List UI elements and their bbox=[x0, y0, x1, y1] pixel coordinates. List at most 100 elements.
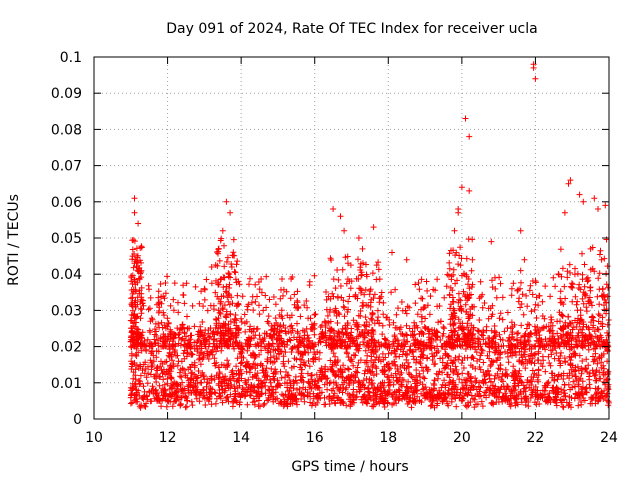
data-point bbox=[424, 343, 431, 350]
data-point bbox=[355, 256, 361, 263]
data-point bbox=[137, 372, 144, 379]
data-point bbox=[305, 349, 312, 356]
data-point bbox=[202, 402, 209, 408]
data-point bbox=[406, 304, 413, 311]
data-point bbox=[511, 377, 517, 384]
data-point bbox=[299, 327, 306, 334]
data-point bbox=[553, 402, 560, 409]
data-point bbox=[427, 388, 434, 395]
data-point bbox=[604, 321, 611, 328]
data-point bbox=[476, 295, 483, 302]
data-point bbox=[201, 341, 208, 348]
data-point bbox=[227, 336, 234, 343]
data-point bbox=[225, 273, 232, 280]
data-point bbox=[571, 395, 578, 402]
data-point bbox=[354, 326, 361, 333]
data-point bbox=[181, 347, 188, 354]
data-point bbox=[381, 400, 388, 407]
data-point bbox=[183, 280, 190, 287]
data-point bbox=[280, 353, 287, 360]
data-point bbox=[209, 386, 216, 393]
data-point bbox=[367, 368, 374, 375]
data-point bbox=[143, 347, 150, 354]
data-point bbox=[584, 336, 591, 343]
data-point bbox=[473, 386, 480, 393]
data-point bbox=[178, 374, 185, 381]
data-point bbox=[332, 400, 339, 407]
data-point bbox=[549, 346, 556, 353]
data-point bbox=[159, 385, 166, 392]
data-point bbox=[219, 374, 226, 380]
data-point bbox=[467, 373, 474, 380]
data-point bbox=[191, 323, 198, 330]
data-point bbox=[397, 330, 404, 337]
data-point bbox=[587, 245, 594, 252]
data-point bbox=[153, 348, 160, 354]
data-point bbox=[323, 334, 329, 341]
data-point bbox=[196, 343, 203, 350]
data-point bbox=[223, 377, 230, 384]
data-point bbox=[465, 236, 472, 243]
data-point bbox=[294, 320, 300, 327]
data-point bbox=[188, 332, 195, 339]
data-point bbox=[175, 340, 182, 347]
data-point bbox=[401, 392, 408, 399]
data-point bbox=[591, 195, 598, 202]
data-point bbox=[493, 294, 500, 301]
data-point bbox=[396, 353, 403, 360]
data-point bbox=[294, 299, 301, 306]
data-point bbox=[370, 295, 377, 302]
data-point bbox=[388, 349, 395, 356]
data-point bbox=[338, 396, 345, 403]
data-point bbox=[496, 389, 503, 396]
data-point bbox=[509, 323, 516, 330]
data-point bbox=[468, 291, 474, 298]
data-point bbox=[391, 358, 398, 365]
data-point bbox=[471, 404, 478, 411]
data-point bbox=[525, 399, 532, 405]
data-point bbox=[146, 286, 152, 293]
data-point bbox=[325, 342, 332, 349]
data-point bbox=[189, 361, 195, 368]
data-point bbox=[285, 372, 292, 379]
data-point bbox=[373, 339, 380, 346]
data-point bbox=[215, 307, 222, 314]
data-point bbox=[399, 362, 406, 369]
y-axis-label: ROTI / TECUs bbox=[6, 194, 22, 286]
data-point bbox=[604, 342, 611, 349]
data-point bbox=[158, 319, 165, 326]
data-point bbox=[598, 364, 605, 371]
data-point bbox=[496, 315, 503, 322]
data-point bbox=[441, 325, 448, 332]
data-point bbox=[416, 398, 423, 404]
data-point bbox=[394, 343, 401, 350]
data-point bbox=[359, 303, 366, 310]
data-point bbox=[392, 348, 399, 355]
data-point bbox=[466, 133, 473, 140]
data-point bbox=[323, 306, 330, 313]
data-point bbox=[141, 370, 148, 377]
data-point bbox=[134, 313, 141, 320]
data-point bbox=[572, 350, 579, 357]
data-point bbox=[235, 367, 242, 374]
data-point bbox=[444, 271, 451, 278]
data-point bbox=[330, 395, 337, 402]
data-point bbox=[167, 302, 174, 309]
data-point bbox=[301, 398, 308, 405]
data-point bbox=[348, 325, 355, 332]
data-point bbox=[210, 336, 217, 342]
data-point bbox=[153, 365, 160, 372]
data-point bbox=[412, 281, 419, 288]
data-point bbox=[316, 335, 323, 342]
data-point bbox=[596, 355, 603, 362]
data-point bbox=[572, 265, 578, 272]
data-point bbox=[452, 280, 459, 287]
data-point bbox=[460, 288, 467, 295]
data-point bbox=[217, 310, 224, 317]
data-point bbox=[131, 209, 138, 216]
data-point bbox=[265, 340, 272, 347]
data-point bbox=[509, 352, 515, 359]
data-point bbox=[337, 342, 344, 349]
data-point bbox=[223, 198, 230, 205]
data-point bbox=[361, 291, 368, 298]
